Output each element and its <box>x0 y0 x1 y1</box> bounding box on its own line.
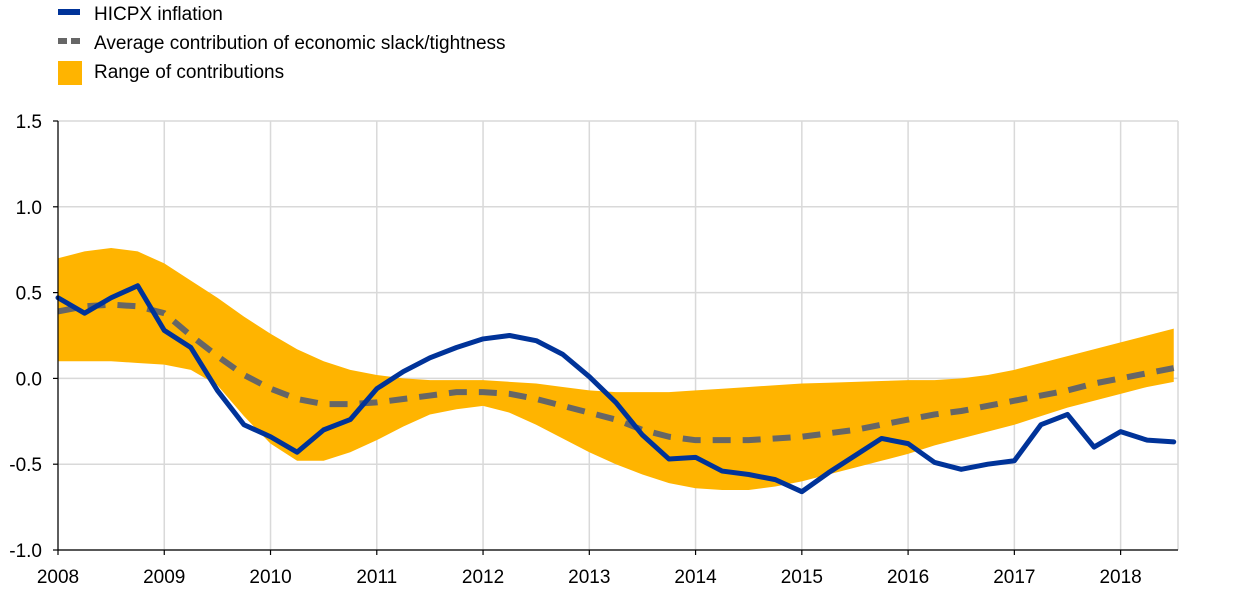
legend-swatch-average-dash-1 <box>58 38 67 44</box>
y-tick-label: 1.5 <box>16 112 42 133</box>
x-tick-label: 2018 <box>1099 567 1141 588</box>
y-tick-label: -0.5 <box>9 455 42 476</box>
y-tick-labels: 1.5 1.0 0.5 0.0 -0.5 -1.0 <box>9 112 42 562</box>
y-tick-label: 0.5 <box>16 284 42 305</box>
legend-label-range: Range of contributions <box>94 62 284 83</box>
y-tick-label: 0.0 <box>16 369 42 390</box>
x-tick-label: 2009 <box>143 567 185 588</box>
area-layer <box>58 248 1174 490</box>
legend-swatch-range <box>58 61 82 85</box>
legend-label-hicpx: HICPX inflation <box>94 4 223 25</box>
x-tick-label: 2012 <box>462 567 504 588</box>
x-tick-label: 2010 <box>249 567 291 588</box>
x-tick-label: 2013 <box>568 567 610 588</box>
legend-swatch-average-dash-2 <box>71 38 80 44</box>
y-tick-label: -1.0 <box>9 541 42 562</box>
x-tick-label: 2017 <box>993 567 1035 588</box>
x-tick-labels: 2008 2009 2010 2011 2012 2013 2014 2015 2016 2017… <box>37 567 1142 588</box>
legend: HICPX inflation Average contribution of … <box>58 4 506 85</box>
chart-svg: HICPX inflation Average contribution of … <box>0 0 1240 596</box>
x-tick-label: 2008 <box>37 567 79 588</box>
x-tick-label: 2014 <box>674 567 717 588</box>
x-tick-label: 2015 <box>781 567 823 588</box>
x-tick-label: 2016 <box>887 567 929 588</box>
legend-label-average: Average contribution of economic slack/t… <box>94 33 506 54</box>
y-tick-label: 1.0 <box>16 198 42 219</box>
legend-swatch-hicpx <box>58 9 80 15</box>
chart-container: HICPX inflation Average contribution of … <box>0 0 1240 596</box>
x-tick-label: 2011 <box>356 567 397 588</box>
range-band <box>58 248 1174 490</box>
